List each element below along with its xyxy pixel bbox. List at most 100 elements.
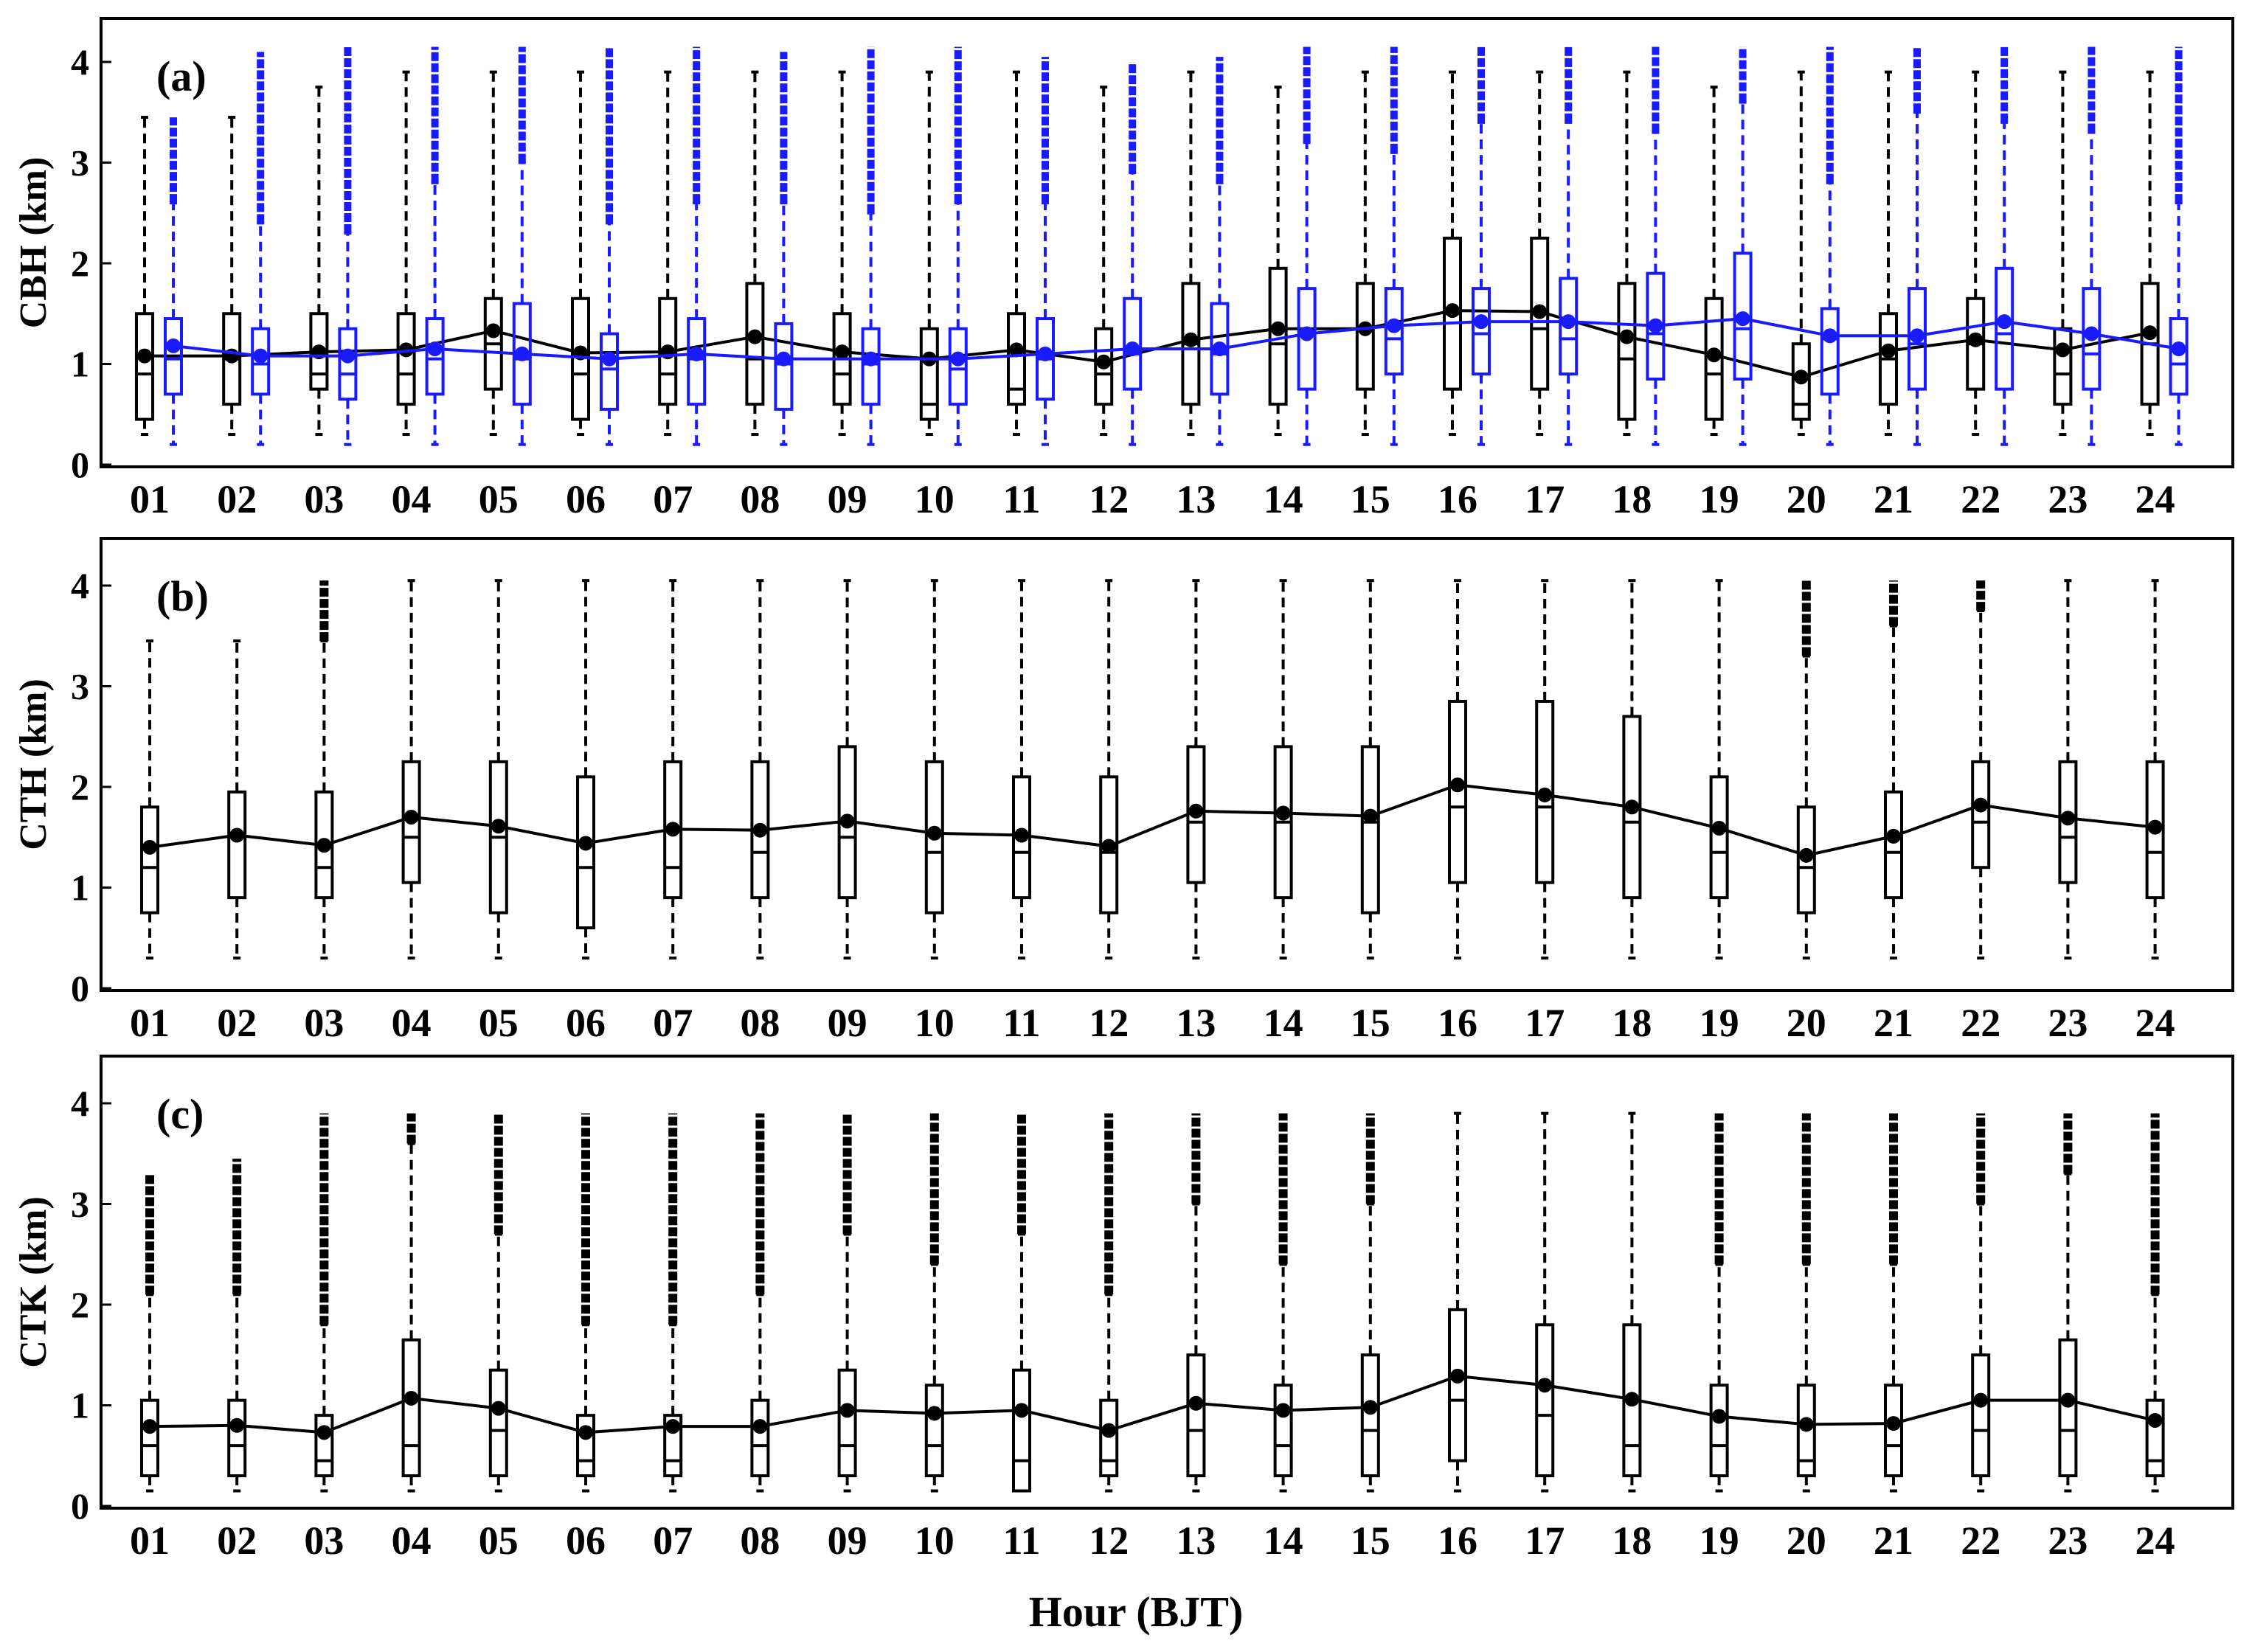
panel-1-series-2-mean-point: [1212, 341, 1227, 357]
panel-2-xtick-label: 11: [1002, 1001, 1040, 1045]
panel-3-series-1-box: [1448, 1308, 1467, 1462]
panel-3-series-1-box: [401, 1338, 421, 1478]
panel-3-xtick-label: 23: [2048, 1519, 2088, 1563]
panel-3-xtick-label: 15: [1351, 1519, 1390, 1563]
panel-1-series-1-mean-point: [485, 323, 501, 339]
panel-3-xtick-label: 01: [130, 1519, 170, 1563]
panel-3-xtick-label: 06: [566, 1519, 606, 1563]
panel-2-series-1-box: [1448, 699, 1467, 884]
panel-2-xtick-label: 24: [2135, 1001, 2175, 1045]
panel-3-series-1-box: [576, 1414, 595, 1478]
panel-2-series-1-mean-point: [578, 836, 593, 851]
panel-3-xtick-label: 09: [828, 1519, 867, 1563]
panel-1-series-1-mean-point: [2055, 342, 2071, 358]
panel-1-ytick-label: 1: [71, 344, 89, 385]
panel-2-series-1-mean-point: [752, 822, 768, 838]
panel-1-xtick-label: 09: [828, 477, 867, 521]
panel-1-xtick-label: 10: [915, 477, 954, 521]
panel-2-series-1-mean-point: [1362, 808, 1378, 824]
panel-2-series-1-mean-point: [1101, 839, 1117, 854]
panel-1-series-2-box: [774, 322, 794, 411]
panel-2-frame: [100, 537, 2234, 992]
panel-3-label: (c): [156, 1090, 204, 1138]
panel-3-xtick-label: 21: [1874, 1519, 1913, 1563]
panel-3-series-1-box: [488, 1368, 508, 1478]
panel-2-xtick-label: 03: [304, 1001, 344, 1045]
panel-1-xtick-label: 05: [479, 477, 519, 521]
panel-1-series-2-box: [1820, 307, 1840, 396]
panel-2-series-1-mean-point: [1798, 847, 1814, 863]
panel-2-series-1-mean-point: [1886, 828, 1901, 844]
panel-2-series-1-box: [1360, 745, 1380, 914]
panel-1-series-2-box: [2082, 287, 2102, 391]
panel-2-series-1-mean-point: [839, 813, 855, 829]
panel-2-xtick-label: 23: [2048, 1001, 2088, 1045]
panel-3-series-1-box: [2058, 1338, 2078, 1478]
panel-2-xtick-label: 22: [1961, 1001, 2000, 1045]
panel-1-xtick-label: 18: [1612, 477, 1652, 521]
panel-2-series-1-mean-point: [142, 839, 157, 855]
panel-3-xtick-label: 17: [1525, 1519, 1565, 1563]
panel-2-xtick-label: 10: [915, 1001, 954, 1045]
panel-3-ytick-label: 1: [71, 1385, 89, 1426]
panel-3-series-1-box: [1796, 1384, 1816, 1478]
panel-3-xtick-label: 03: [304, 1519, 344, 1563]
panel-2-xtick-label: 15: [1351, 1001, 1390, 1045]
panel-1-series-2-box: [1559, 277, 1579, 376]
panel-1-xtick-label: 15: [1351, 477, 1390, 521]
panel-2-series-1-mean-point: [1624, 799, 1640, 815]
panel-1-series-1-box: [745, 282, 765, 406]
panel-2-xtick-label: 02: [217, 1001, 257, 1045]
panel-3-series-1-mean-point: [1711, 1409, 1727, 1424]
panel-1-series-2-mean-point: [689, 346, 704, 361]
panel-1-series-2-box: [1733, 251, 1753, 381]
panel-2-xtick-label: 04: [392, 1001, 432, 1045]
panel-1-series-2-mean-point: [950, 351, 966, 367]
panel-3-series-1-mean-point: [142, 1419, 157, 1434]
panel-3-series-1-box: [1971, 1353, 1991, 1478]
panel-3-series-1-box: [663, 1414, 683, 1478]
panel-1-series-1-mean-point: [2142, 325, 2158, 341]
panel-1-xtick-label: 19: [1700, 477, 1739, 521]
panel-1-series-1-mean-point: [137, 348, 152, 364]
panel-3-series-1-box: [1709, 1384, 1729, 1478]
panel-1-series-1-mean-point: [1619, 329, 1635, 344]
panel-3-series-1-box: [1360, 1353, 1380, 1478]
panel-1-series-2-mean-point: [1735, 311, 1750, 327]
panel-2-xtick-label: 17: [1525, 1001, 1565, 1045]
panel-2-xtick-label: 13: [1176, 1001, 1216, 1045]
panel-3-series-1-mean-point: [229, 1417, 245, 1433]
panel-1-series-1-mean-point: [1183, 332, 1199, 347]
panel-2-ytick-label: 2: [71, 766, 89, 808]
panel-1-series-2-box: [1123, 296, 1143, 391]
panel-1-series-1-mean-point: [1881, 343, 1896, 358]
panel-3-xtick-label: 22: [1961, 1519, 2000, 1563]
panel-1-series-2-mean-point: [1474, 314, 1489, 330]
panel-2-xtick-label: 20: [1787, 1001, 1826, 1045]
panel-1-series-1-mean-point: [747, 329, 763, 344]
panel-3-xtick-label: 20: [1787, 1519, 1826, 1563]
panel-2-series-1-box: [401, 760, 421, 884]
panel-1-xtick-label: 22: [1961, 477, 2000, 521]
panel-1-series-1-box: [135, 312, 154, 421]
panel-3-xtick-label: 13: [1176, 1519, 1216, 1563]
panel-1-series-1-mean-point: [1532, 304, 1548, 319]
panel-3-series-1-mean-point: [1886, 1416, 1901, 1431]
panel-1-series-2-mean-point: [1997, 314, 2012, 330]
panel-1-series-2-mean-point: [340, 348, 356, 364]
panel-3-series-1-box: [314, 1414, 334, 1478]
panel-2-ytick-label: 1: [71, 867, 89, 909]
panel-2-series-1-mean-point: [1450, 777, 1465, 793]
panel-1-xtick-label: 03: [304, 477, 344, 521]
panel-3-xtick-label: 12: [1089, 1519, 1129, 1563]
panel-3-xtick-label: 18: [1612, 1519, 1652, 1563]
panel-1-series-1-mean-point: [1096, 354, 1112, 369]
panel-3-ylabel: CTK (km): [13, 1196, 55, 1368]
panel-2-series-1-box: [1884, 790, 1903, 900]
panel-1-series-2-mean-point: [253, 348, 268, 364]
panel-1-series-2-box: [600, 332, 619, 411]
panel-3-series-1-box: [924, 1384, 944, 1478]
panel-1-series-2-mean-point: [1648, 318, 1663, 333]
panel-3-xtick-label: 08: [740, 1519, 780, 1563]
panel-2-xtick-label: 19: [1700, 1001, 1739, 1045]
